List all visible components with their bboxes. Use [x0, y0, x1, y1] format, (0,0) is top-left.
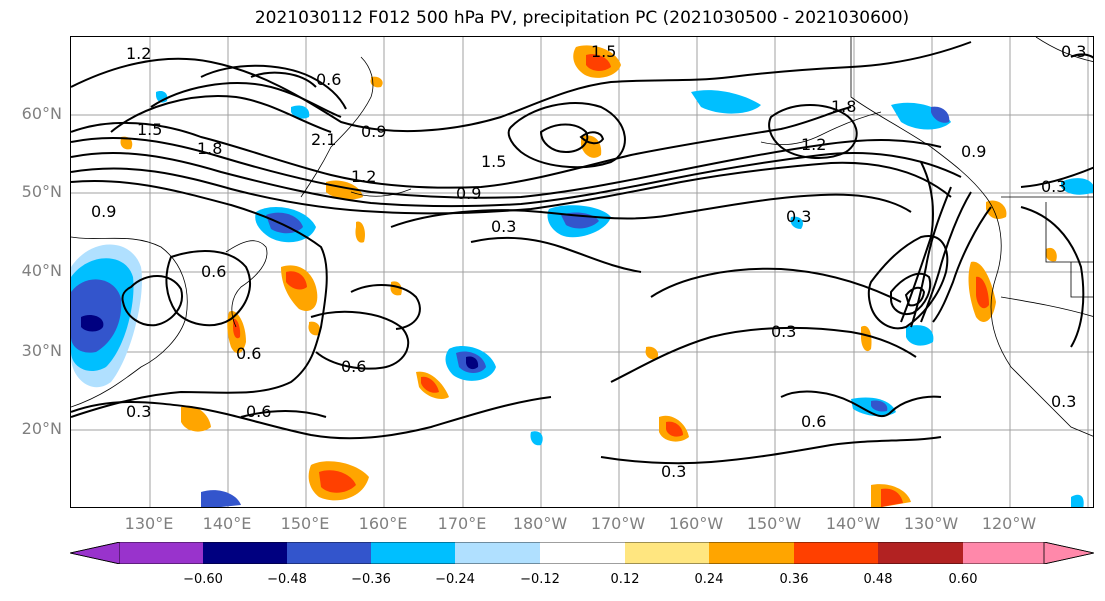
pv-contours: [71, 41, 1093, 465]
contour-label: 0.6: [341, 357, 366, 376]
colorbar-segment: [455, 542, 540, 564]
contour-label: 0.6: [236, 344, 261, 363]
contour-label: 0.9: [456, 184, 481, 203]
colorbar: [70, 542, 1094, 564]
lon-label-160w: 160°W: [668, 514, 724, 533]
contour-label: 1.5: [137, 120, 162, 139]
colorbar-extend-low: [70, 542, 121, 564]
contour-label: 0.3: [1041, 177, 1066, 196]
contour-label: 1.5: [591, 42, 616, 61]
lat-label-50n: 50°N: [21, 182, 62, 201]
lon-label-150w: 150°W: [746, 514, 802, 533]
contour-label: 1.8: [831, 97, 856, 116]
lon-label-120w: 120°W: [981, 514, 1037, 533]
lon-label-180w: 180°W: [512, 514, 568, 533]
coastlines: [71, 37, 1093, 437]
colorbar-segment: [120, 542, 203, 564]
map-title: 2021030112 F012 500 hPa PV, precipitatio…: [254, 8, 910, 28]
contour-label: 1.2: [351, 167, 376, 186]
colorbar-segment: [540, 542, 625, 564]
contour-labels: 1.2 0.6 1.5 1.8 2.1 0.9 1.5 1.8 1.2 1.5 …: [91, 42, 1086, 481]
contour-label: 0.3: [491, 217, 516, 236]
contour-label: 1.8: [197, 139, 222, 158]
contour-label: 0.6: [246, 402, 271, 421]
contour-label: 2.1: [311, 130, 336, 149]
colorbar-tick: 0.36: [779, 572, 809, 587]
lat-label-60n: 60°N: [21, 104, 62, 123]
lon-label-170e: 170°E: [437, 514, 487, 533]
contour-label: 0.3: [786, 207, 811, 226]
contour-label: 0.3: [771, 322, 796, 341]
lon-label-130w: 130°W: [903, 514, 959, 533]
contour-label: 0.6: [201, 262, 226, 281]
contour-label: 0.3: [126, 402, 151, 421]
lon-label-140w: 140°W: [825, 514, 881, 533]
contour-label: 1.5: [481, 152, 506, 171]
contour-label: 0.3: [1051, 392, 1076, 411]
contour-label: 1.2: [801, 135, 826, 154]
contour-label: 0.9: [361, 122, 386, 141]
contour-label: 0.3: [1061, 42, 1086, 61]
colorbar-segment: [371, 542, 455, 564]
colorbar-tick: −0.48: [267, 572, 307, 587]
colorbar-tick: 0.60: [948, 572, 978, 587]
lon-label-140e: 140°E: [202, 514, 252, 533]
contour-label: 0.3: [661, 462, 686, 481]
colorbar-tick: −0.12: [520, 572, 560, 587]
lon-label-130e: 130°E: [124, 514, 174, 533]
lat-label-40n: 40°N: [21, 261, 62, 280]
precip-negative-areas: [71, 90, 1093, 507]
colorbar-segment: [287, 542, 371, 564]
contour-label: 0.6: [801, 412, 826, 431]
map-panel: 1.2 0.6 1.5 1.8 2.1 0.9 1.5 1.8 1.2 1.5 …: [70, 36, 1094, 508]
colorbar-tick: −0.60: [183, 572, 223, 587]
colorbar-tick: −0.24: [435, 572, 475, 587]
colorbar-segment: [625, 542, 709, 564]
colorbar-tick: −0.36: [351, 572, 391, 587]
contour-label: 0.9: [961, 142, 986, 161]
colorbar-segment: [794, 542, 878, 564]
contour-label: 0.9: [91, 202, 116, 221]
colorbar-tick: 0.48: [863, 572, 893, 587]
colorbar-tick: 0.12: [610, 572, 640, 587]
colorbar-tick: 0.24: [694, 572, 724, 587]
colorbar-segment: [203, 542, 287, 564]
lon-label-150e: 150°E: [280, 514, 330, 533]
lat-label-30n: 30°N: [21, 341, 62, 360]
lon-label-160e: 160°E: [358, 514, 408, 533]
graticule: [71, 37, 1093, 507]
colorbar-segment: [878, 542, 963, 564]
contour-label: 1.2: [126, 44, 151, 63]
map-canvas: 1.2 0.6 1.5 1.8 2.1 0.9 1.5 1.8 1.2 1.5 …: [71, 37, 1093, 507]
colorbar-segment: [709, 542, 794, 564]
contour-label: 0.6: [316, 70, 341, 89]
colorbar-segment: [963, 542, 1044, 564]
colorbar-extend-high: [1043, 542, 1094, 564]
lon-label-170w: 170°W: [590, 514, 646, 533]
lat-label-20n: 20°N: [21, 419, 62, 438]
